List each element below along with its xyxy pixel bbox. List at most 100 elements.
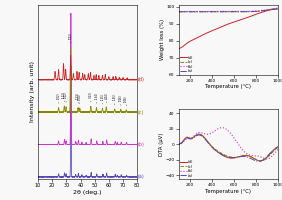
Line: (c): (c)	[179, 134, 278, 161]
(a)	[256, 160, 259, 163]
(d)	[254, 158, 258, 161]
(c)	[256, 10, 259, 13]
(d)	[276, 146, 279, 148]
(a)	[217, 151, 221, 154]
(c)	[259, 160, 263, 162]
(c)	[221, 11, 224, 13]
(c)	[254, 10, 258, 13]
(d)	[258, 160, 262, 162]
Text: (c): (c)	[138, 110, 144, 115]
(d)	[177, 48, 180, 50]
(a)	[245, 156, 248, 158]
Text: (d): (d)	[138, 77, 145, 82]
(a)	[256, 10, 259, 12]
(b)	[177, 143, 180, 145]
Text: (004): (004)	[78, 93, 82, 100]
Y-axis label: Weight loss (%): Weight loss (%)	[160, 19, 165, 60]
(d)	[177, 143, 180, 145]
(b)	[276, 148, 279, 151]
Line: (c): (c)	[179, 8, 278, 12]
Line: (d): (d)	[179, 134, 278, 161]
(b)	[245, 10, 248, 13]
(b)	[256, 10, 259, 12]
Text: (123): (123)	[76, 92, 80, 99]
(b)	[276, 7, 279, 10]
(b)	[256, 155, 259, 157]
Line: (b): (b)	[179, 8, 278, 11]
(d)	[245, 154, 248, 157]
(d)	[217, 152, 221, 154]
(d)	[187, 41, 191, 43]
Y-axis label: DTA (μV): DTA (μV)	[159, 133, 164, 156]
(a)	[217, 11, 221, 13]
(a)	[245, 10, 248, 13]
(b)	[217, 127, 221, 130]
(a)	[254, 160, 258, 162]
(c)	[177, 11, 180, 13]
Text: (226): (226)	[119, 94, 123, 101]
Text: (404): (404)	[104, 92, 108, 99]
Text: (b): (b)	[138, 142, 145, 147]
(b)	[221, 126, 224, 129]
(a)	[197, 134, 201, 136]
(b)	[221, 10, 224, 13]
Text: (323): (323)	[89, 91, 93, 98]
(c)	[217, 151, 221, 153]
Line: (a): (a)	[179, 135, 278, 161]
Text: (145): (145)	[113, 94, 117, 100]
(a)	[257, 160, 260, 163]
(c)	[187, 137, 191, 139]
(c)	[217, 11, 221, 13]
(c)	[254, 158, 258, 161]
(b)	[245, 153, 248, 155]
(b)	[254, 10, 258, 12]
(a)	[187, 11, 191, 13]
X-axis label: Temperature (°C): Temperature (°C)	[205, 189, 251, 194]
(d)	[221, 25, 224, 28]
(c)	[187, 11, 191, 13]
(d)	[256, 12, 259, 15]
Text: (a): (a)	[138, 174, 145, 179]
Legend: (d), (c), (b), (a): (d), (c), (b), (a)	[180, 160, 193, 178]
Text: (134): (134)	[94, 92, 98, 99]
(c)	[245, 11, 248, 13]
(b)	[265, 158, 269, 160]
(d)	[197, 133, 201, 135]
(a)	[177, 11, 180, 13]
(d)	[217, 27, 221, 29]
Y-axis label: Intensity (arb. unit): Intensity (arb. unit)	[30, 62, 35, 122]
(c)	[177, 143, 180, 145]
(a)	[221, 11, 224, 13]
Text: (202): (202)	[64, 92, 68, 98]
X-axis label: Temperature (°C): Temperature (°C)	[205, 84, 251, 89]
(c)	[245, 155, 248, 157]
Legend: (d), (c), (b), (a): (d), (c), (b), (a)	[180, 56, 193, 73]
(b)	[187, 10, 191, 13]
(b)	[217, 10, 221, 13]
(d)	[254, 13, 258, 15]
Text: (112): (112)	[62, 91, 66, 98]
X-axis label: 2θ (deg.): 2θ (deg.)	[73, 190, 102, 195]
(b)	[187, 137, 191, 140]
(a)	[276, 146, 279, 148]
(d)	[276, 8, 279, 10]
(a)	[187, 137, 191, 140]
Text: (002): (002)	[57, 93, 61, 99]
(d)	[187, 137, 191, 139]
Text: (222): (222)	[69, 32, 72, 39]
(d)	[245, 17, 248, 19]
(a)	[221, 154, 224, 156]
(a)	[177, 143, 180, 145]
(c)	[276, 146, 279, 149]
(a)	[276, 8, 279, 10]
(b)	[220, 126, 224, 129]
Line: (d): (d)	[179, 9, 278, 49]
(b)	[254, 155, 258, 157]
(c)	[221, 153, 224, 155]
(c)	[256, 159, 259, 161]
(c)	[197, 133, 201, 136]
Text: (125): (125)	[100, 93, 104, 100]
(a)	[254, 10, 258, 12]
Line: (b): (b)	[179, 128, 278, 159]
(c)	[276, 7, 279, 9]
